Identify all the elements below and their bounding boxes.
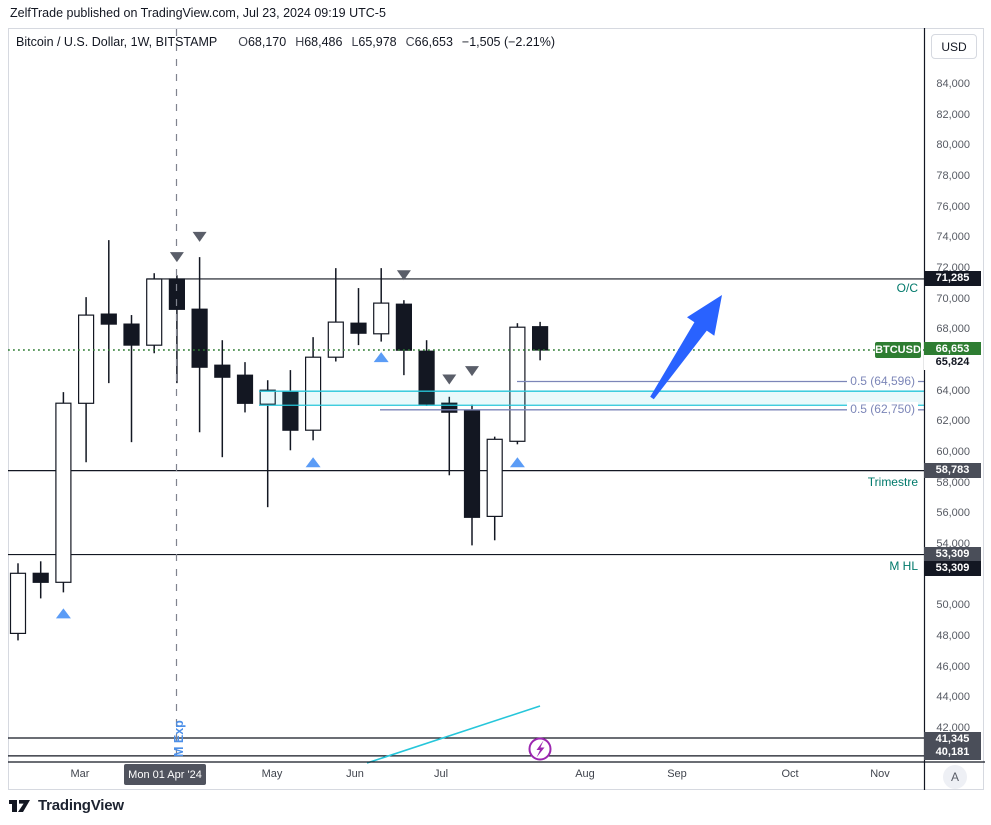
attribution-text: ZelfTrade published on TradingView.com, … [10, 6, 386, 20]
chart-legend: Bitcoin / U.S. Dollar, 1W, BITSTAMP O 68,… [16, 35, 555, 53]
open-label: O [238, 35, 248, 49]
low-label: L [351, 35, 359, 49]
high-label: H [295, 35, 305, 49]
auto-scale-button[interactable]: A [943, 765, 967, 789]
tradingview-logo-text: TradingView [38, 797, 124, 814]
close-value: 66,653 [414, 35, 453, 49]
tradingview-logo-icon [9, 799, 30, 812]
low-value: 65,978 [358, 35, 397, 49]
high-value: 68,486 [304, 35, 343, 49]
close-label: C [405, 35, 415, 49]
currency-usd-button[interactable]: USD [931, 34, 977, 59]
tradingview-footer-link[interactable]: TradingView [9, 797, 124, 814]
chart-widget-frame [8, 28, 984, 790]
crosshair-date-tooltip: Mon 01 Apr '24 [124, 764, 206, 785]
open-value: 68,170 [247, 35, 287, 49]
change-value: −1,505 (−2.21%) [461, 35, 556, 49]
symbol-title[interactable]: Bitcoin / U.S. Dollar, 1W, BITSTAMP [16, 35, 218, 49]
